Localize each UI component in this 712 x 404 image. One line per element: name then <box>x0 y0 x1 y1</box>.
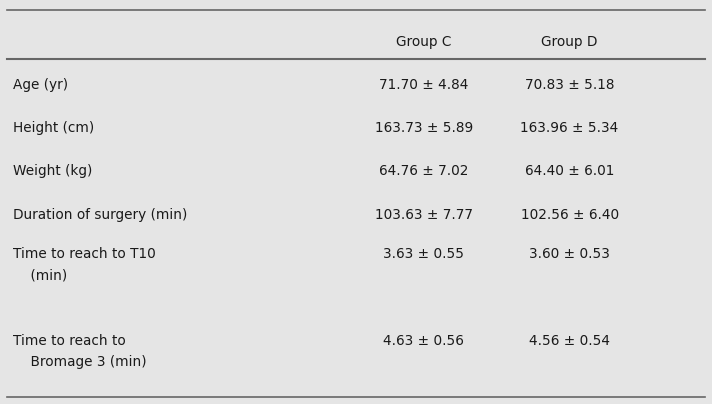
Text: 71.70 ± 4.84: 71.70 ± 4.84 <box>379 78 468 92</box>
Text: (min): (min) <box>13 269 67 282</box>
Text: Height (cm): Height (cm) <box>13 121 94 135</box>
Text: 163.96 ± 5.34: 163.96 ± 5.34 <box>520 121 619 135</box>
Text: Bromage 3 (min): Bromage 3 (min) <box>13 355 147 369</box>
Text: Time to reach to T10: Time to reach to T10 <box>13 248 155 261</box>
Text: Duration of surgery (min): Duration of surgery (min) <box>13 208 187 222</box>
Text: 163.73 ± 5.89: 163.73 ± 5.89 <box>375 121 473 135</box>
Text: 3.63 ± 0.55: 3.63 ± 0.55 <box>383 248 464 261</box>
Text: Group D: Group D <box>541 36 598 49</box>
Text: Age (yr): Age (yr) <box>13 78 68 92</box>
Text: 4.56 ± 0.54: 4.56 ± 0.54 <box>529 334 610 348</box>
Text: 70.83 ± 5.18: 70.83 ± 5.18 <box>525 78 614 92</box>
Text: Group C: Group C <box>396 36 451 49</box>
Text: Time to reach to: Time to reach to <box>13 334 125 348</box>
Text: 3.60 ± 0.53: 3.60 ± 0.53 <box>529 248 610 261</box>
Text: 102.56 ± 6.40: 102.56 ± 6.40 <box>520 208 619 222</box>
Text: 64.40 ± 6.01: 64.40 ± 6.01 <box>525 164 614 179</box>
Text: 103.63 ± 7.77: 103.63 ± 7.77 <box>375 208 473 222</box>
Text: Weight (kg): Weight (kg) <box>13 164 92 179</box>
Text: 4.63 ± 0.56: 4.63 ± 0.56 <box>383 334 464 348</box>
Text: 64.76 ± 7.02: 64.76 ± 7.02 <box>379 164 468 179</box>
